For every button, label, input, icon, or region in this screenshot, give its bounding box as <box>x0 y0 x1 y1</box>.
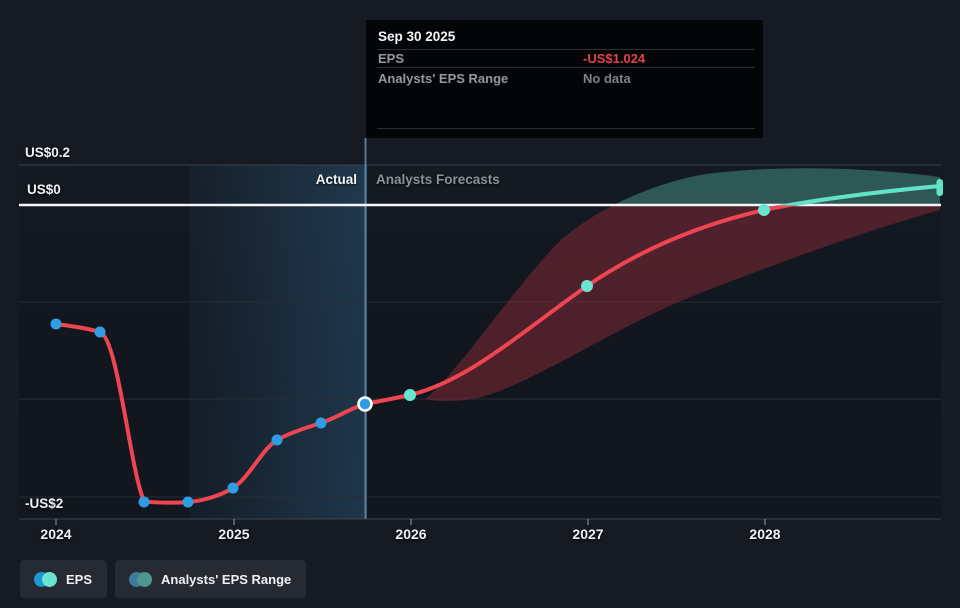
actual-period-highlight <box>189 165 367 519</box>
x-tick-label-2025: 2025 <box>218 526 250 542</box>
analysts-range-series-icon <box>129 571 153 587</box>
eps-actual-data-point[interactable] <box>50 318 62 330</box>
tooltip-divider <box>377 49 755 50</box>
tooltip-divider <box>377 67 755 68</box>
x-tick-label-2027: 2027 <box>572 526 604 542</box>
tooltip-divider <box>377 128 755 129</box>
eps-actual-data-point[interactable] <box>315 417 327 429</box>
data-point-markers <box>50 204 770 508</box>
plot-area-background <box>19 165 941 519</box>
x-tick-label-2026: 2026 <box>395 526 427 542</box>
eps-actual-data-point[interactable] <box>271 434 283 446</box>
analysts-eps-range-band <box>425 168 940 402</box>
hover-tooltip: Sep 30 2025 EPS -US$1.024 Analysts' EPS … <box>366 20 763 138</box>
eps-series-icon <box>34 571 57 587</box>
eps-actual-data-point[interactable] <box>182 496 194 508</box>
eps-forecast-data-point[interactable] <box>581 280 593 292</box>
x-axis <box>19 518 941 525</box>
legend-label-eps: EPS <box>66 571 93 587</box>
tooltip-eps-value: -US$1.024 <box>583 51 646 66</box>
y-tick-label-0.2: US$0.2 <box>25 145 71 160</box>
eps-line-end-cap <box>936 179 943 196</box>
legend-chip-eps[interactable]: EPS <box>20 560 108 598</box>
eps-actual-data-point[interactable] <box>227 482 239 494</box>
y-tick-label-0: US$0 <box>27 182 61 197</box>
eps-actual-data-point[interactable] <box>138 496 150 508</box>
actual-zone-label: Actual <box>315 172 357 187</box>
range-band-negative-region <box>425 205 940 402</box>
eps-line-teal-positive <box>776 184 942 206</box>
eps-actual-data-point[interactable] <box>94 326 106 338</box>
tooltip-range-value: No data <box>583 71 631 86</box>
tooltip-range-label: Analysts' EPS Range <box>378 71 509 86</box>
gridlines <box>19 164 941 498</box>
legend-label-analysts-eps-range: Analysts' EPS Range <box>161 571 292 587</box>
eps-forecast-data-point[interactable] <box>404 389 416 401</box>
legend: EPS Analysts' EPS Range <box>0 560 960 600</box>
eps-hovered-data-point[interactable] <box>357 396 373 412</box>
legend-chip-analysts-eps-range[interactable]: Analysts' EPS Range <box>115 560 307 598</box>
eps-forecast-data-point[interactable] <box>758 204 770 216</box>
tooltip-date-title: Sep 30 2025 <box>378 29 456 44</box>
forecast-zone-label: Analysts Forecasts <box>376 172 500 187</box>
x-tick-label-2024: 2024 <box>40 526 72 542</box>
x-tick-label-2028: 2028 <box>749 526 781 542</box>
tooltip-eps-label: EPS <box>378 51 405 66</box>
y-tick-label-neg2: -US$2 <box>25 496 64 511</box>
